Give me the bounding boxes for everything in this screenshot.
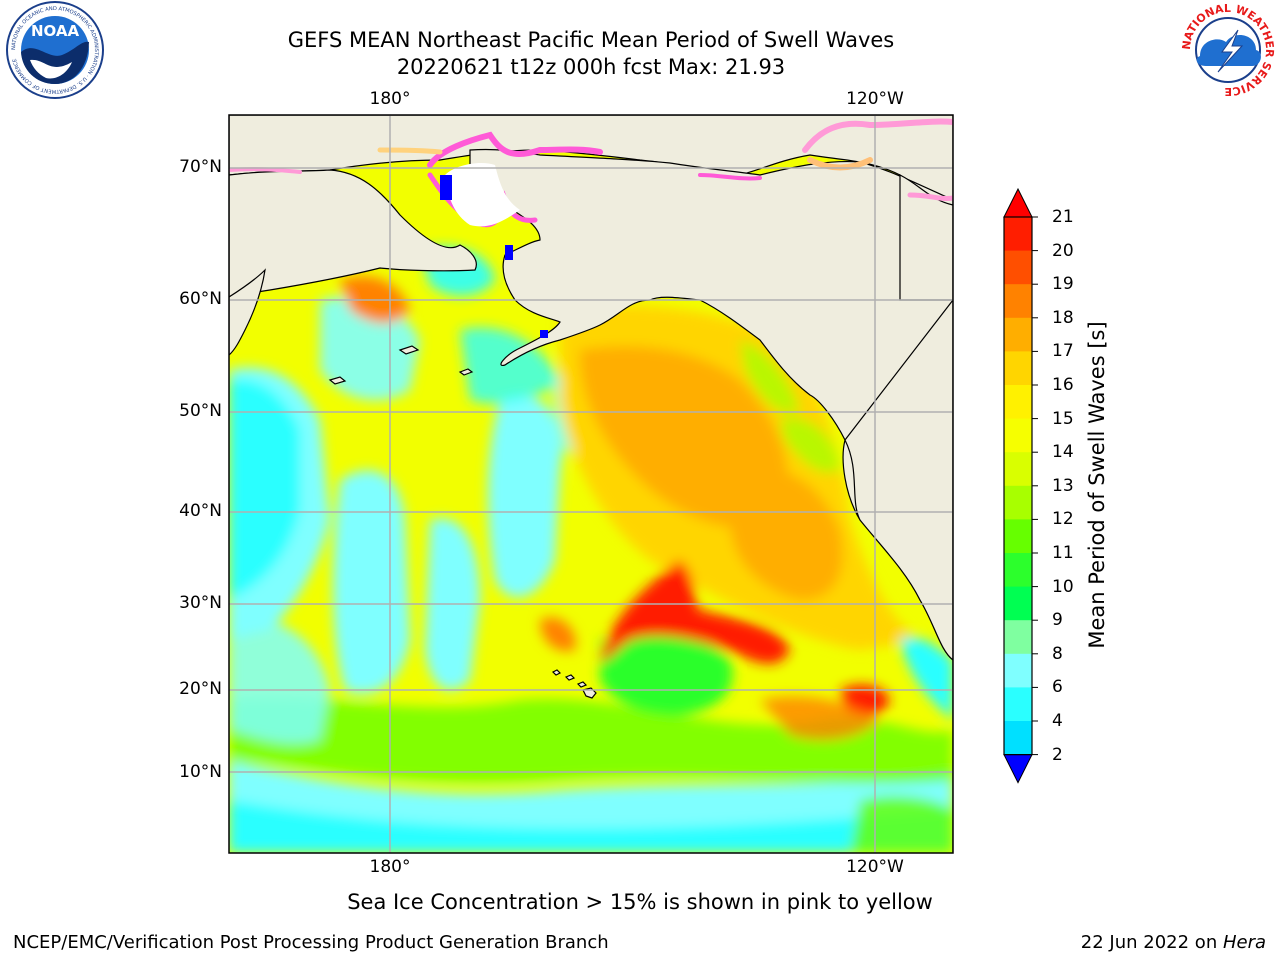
lon-label-top-120w: 120°W <box>846 89 904 109</box>
colorbar-tick-label: 6 <box>1052 677 1063 698</box>
gridlines <box>229 115 953 853</box>
colorbar-tick-label: 14 <box>1052 442 1074 463</box>
colorbar-over-triangle <box>1003 187 1033 218</box>
map-subtitle: 20220621 t12z 000h fcst Max: 21.93 <box>396 55 786 79</box>
colorbar-segment <box>1004 485 1032 520</box>
lat-label-20n: 20°N <box>179 679 222 699</box>
colorbar-segment <box>1004 519 1032 554</box>
colorbar-segment <box>1004 351 1032 386</box>
colorbar-segment <box>1004 721 1032 756</box>
colorbar-segment <box>1004 250 1032 285</box>
lat-label-30n: 30°N <box>179 593 222 613</box>
colorbar-segment <box>1004 553 1032 588</box>
colorbar-tick-label: 15 <box>1052 408 1074 429</box>
credit-left: NCEP/EMC/Verification Post Processing Pr… <box>13 932 609 953</box>
lat-label-50n: 50°N <box>179 401 222 421</box>
colorbar-tick-label: 4 <box>1052 711 1063 731</box>
colorbar-segment <box>1004 452 1032 487</box>
colorbar-tick-label: 8 <box>1052 643 1063 664</box>
noaa-logo: NOAA NATIONAL OCEANIC AND ATMOSPHERIC AD… <box>6 1 104 99</box>
colorbar-segment <box>1004 317 1032 352</box>
colorbar-tick-label: 11 <box>1052 543 1074 563</box>
map-frame <box>228 114 954 854</box>
colorbar-segment <box>1004 385 1032 420</box>
colorbar <box>1003 187 1038 784</box>
colorbar-segment <box>1004 620 1032 655</box>
lat-label-10n: 10°N <box>179 762 222 782</box>
colorbar-segment <box>1004 217 1032 252</box>
land <box>229 115 953 853</box>
colorbar-tick-label: 17 <box>1052 341 1074 362</box>
colorbar-tick-label: 10 <box>1052 576 1074 597</box>
colorbar-segment <box>1004 418 1032 453</box>
colorbar-tick-label: 9 <box>1052 610 1063 631</box>
credit-date: 22 Jun 2022 on <box>1080 932 1223 953</box>
colorbar-tick-label: 20 <box>1052 240 1074 261</box>
colorbar-tick-label: 13 <box>1052 475 1074 496</box>
colorbar-tick-label: 19 <box>1052 274 1074 295</box>
lon-label-bottom-180: 180° <box>369 857 411 877</box>
credit-right: 22 Jun 2022 on Hera <box>1081 932 1266 953</box>
colorbar-tick-label: 18 <box>1052 307 1074 328</box>
colorbar-tick-label: 16 <box>1052 375 1074 395</box>
svg-text:NOAA: NOAA <box>31 22 80 40</box>
nws-logo: NATIONAL WEATHER SERVICE <box>1180 2 1276 98</box>
lon-label-top-180: 180° <box>369 89 411 109</box>
colorbar-segment <box>1004 687 1032 722</box>
lon-label-bottom-120w: 120°W <box>846 857 904 877</box>
colorbar-segment <box>1004 653 1032 688</box>
lat-label-70n: 70°N <box>179 157 222 177</box>
colorbar-label: Mean Period of Swell Waves [s] <box>1085 321 1109 649</box>
colorbar-tick-label: 2 <box>1052 744 1063 765</box>
lat-label-40n: 40°N <box>179 501 222 521</box>
colorbar-segment <box>1004 284 1032 319</box>
swell-period-field <box>229 115 953 853</box>
map-title: GEFS MEAN Northeast Pacific Mean Period … <box>287 28 895 52</box>
colorbar-segment <box>1004 586 1032 621</box>
lat-label-60n: 60°N <box>179 289 222 309</box>
colorbar-tick-label: 12 <box>1052 509 1074 530</box>
credit-host: Hera <box>1222 932 1266 953</box>
colorbar-tick-label: 21 <box>1052 207 1074 227</box>
sea-ice-note: Sea Ice Concentration > 15% is shown in … <box>347 890 933 914</box>
colorbar-under-triangle <box>1003 754 1033 784</box>
